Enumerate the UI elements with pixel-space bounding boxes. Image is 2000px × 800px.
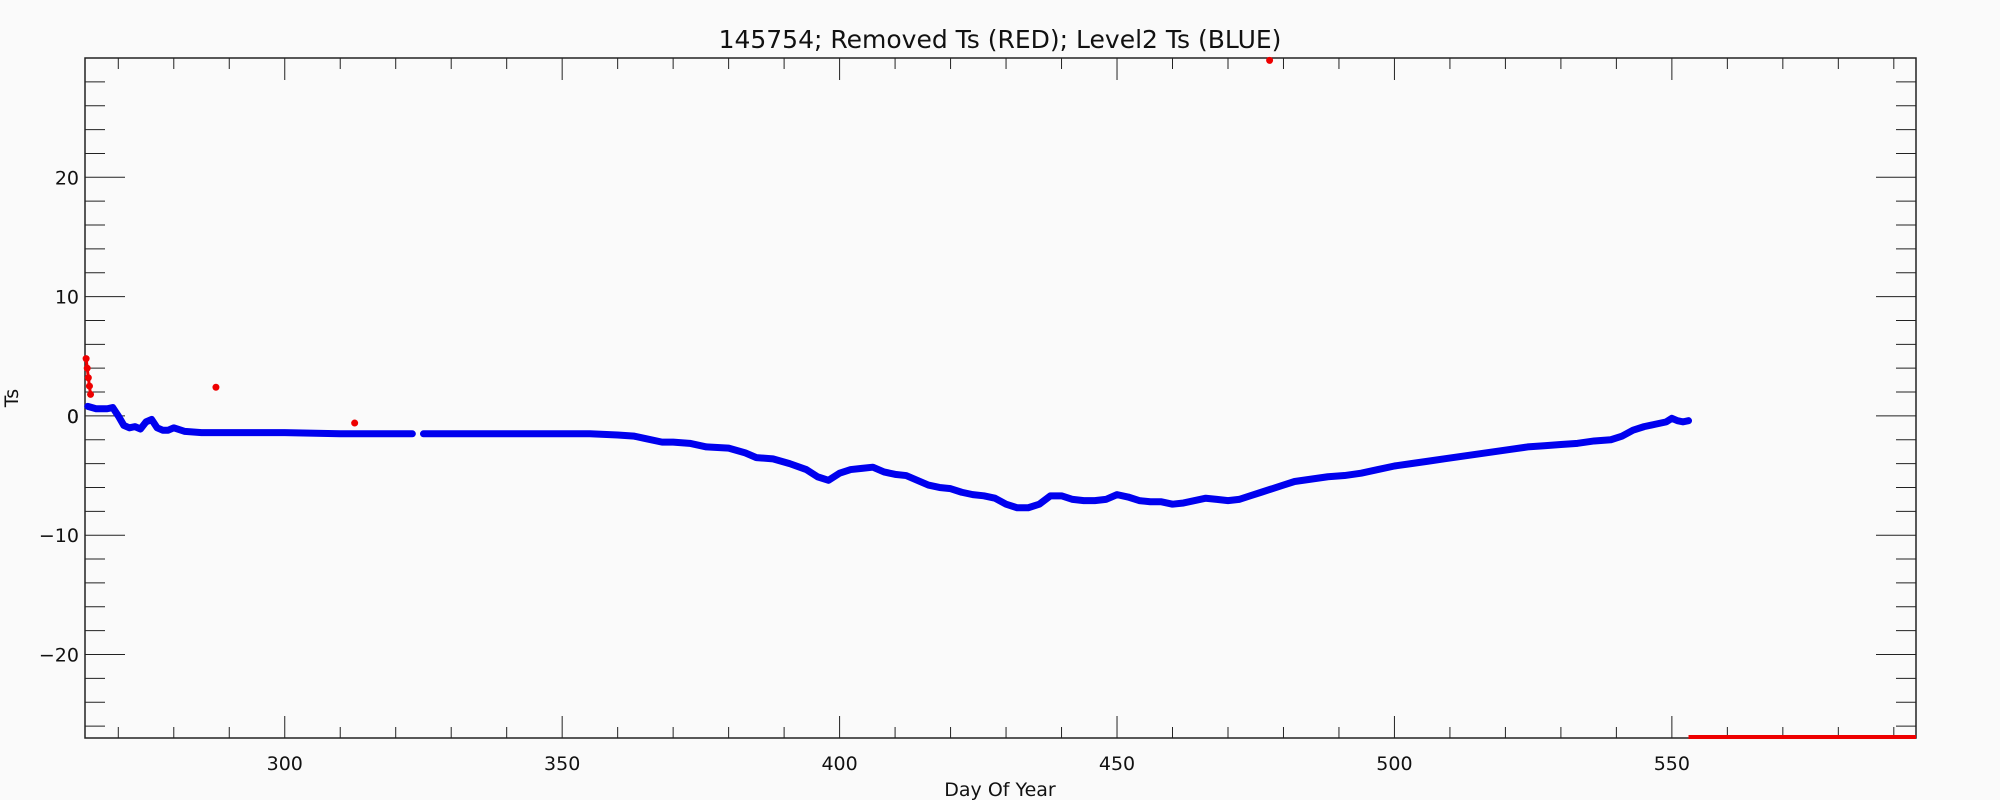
- x-tick-label: 550: [1654, 753, 1690, 775]
- y-tick-label: −10: [39, 525, 79, 547]
- series-level2: [84, 402, 1693, 512]
- x-axis-label: Day Of Year: [944, 779, 1056, 800]
- y-tick-label: 0: [67, 406, 79, 428]
- x-tick-label: 350: [544, 753, 580, 775]
- y-axis-label: Ts: [1, 389, 23, 408]
- axis-ticks: [85, 57, 1916, 738]
- plot-frame: [84, 57, 1917, 739]
- series-line: [84, 358, 93, 395]
- x-tick-label: 400: [821, 753, 857, 775]
- chart-title: 145754; Removed Ts (RED); Level2 Ts (BLU…: [719, 25, 1282, 54]
- x-tick-label: 450: [1099, 753, 1135, 775]
- x-tick-label: 300: [267, 753, 303, 775]
- series-line: [419, 414, 1693, 512]
- data-point: [212, 383, 220, 391]
- x-tick-label: 500: [1376, 753, 1412, 775]
- y-tick-label: −20: [39, 644, 79, 666]
- y-tick-label: 10: [55, 287, 79, 309]
- series-removed: [82, 56, 1916, 739]
- data-point: [1266, 56, 1274, 64]
- plot-area: [82, 56, 1916, 739]
- data-point: [351, 419, 359, 427]
- series-line: [84, 402, 416, 438]
- y-tick-label: 20: [55, 167, 79, 189]
- y-tick-label: 0: [67, 406, 79, 428]
